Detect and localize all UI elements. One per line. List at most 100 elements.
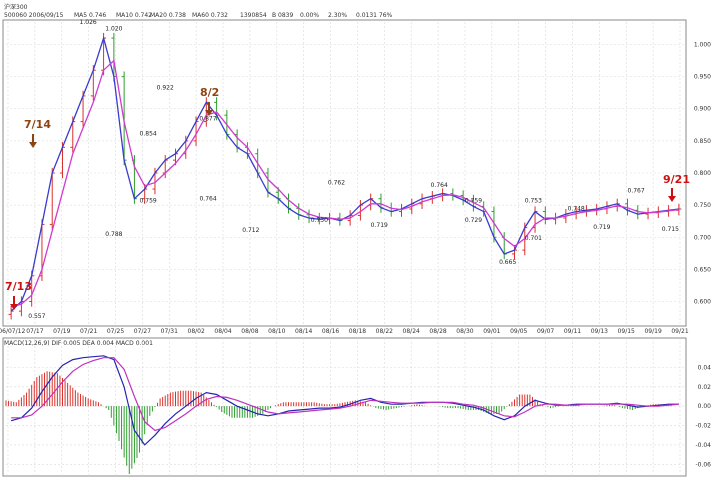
price-extreme-label: 0.719 [371, 222, 388, 229]
callout-arrow-head [29, 142, 37, 148]
ma-line-ma5 [10, 35, 679, 312]
x-tick-label: 07/19 [53, 328, 70, 335]
x-tick-label: 08/30 [456, 328, 473, 335]
price-extreme-label: 0.730 [311, 217, 328, 224]
price-extreme-label: 0.759 [465, 198, 482, 205]
x-tick-label: 08/18 [349, 328, 366, 335]
x-tick-label: 08/28 [429, 328, 446, 335]
x-tick-label: 09/05 [510, 328, 527, 335]
x-tick-label: 08/14 [295, 328, 312, 335]
price-extreme-label: 0.762 [328, 180, 345, 187]
date-callouts: 7/13 7/14 8/2 9/21 [5, 86, 690, 310]
macd-y-tick-label: -0.06 [695, 461, 711, 468]
chart-header-code: 500060 2006/09/15 [4, 12, 64, 19]
y-tick-label: 0.750 [694, 202, 711, 209]
macd-panel-frame [2, 337, 687, 477]
price-grid [6, 22, 684, 324]
chart-header-name: 沪深300 [4, 3, 28, 11]
price-extreme-label: 0.665 [499, 259, 516, 266]
x-tick-label: 08/02 [188, 328, 205, 335]
y-tick-label: 1.000 [694, 41, 711, 48]
y-tick-label: 0.950 [694, 74, 711, 81]
macd-lines [10, 355, 679, 446]
macd-y-axis-ticks: 0.04 0.02 0.00 -0.02 -0.04 -0.06 [695, 364, 711, 468]
price-extreme-label: 0.712 [242, 227, 259, 234]
price-extreme-label: 0.715 [662, 226, 679, 233]
callout-arrow-head [10, 304, 18, 310]
macd-y-tick-label: -0.02 [695, 423, 711, 430]
price-extreme-label: 0.788 [105, 231, 122, 238]
x-tick-label: 08/08 [241, 328, 258, 335]
y-tick-label: 0.700 [694, 234, 711, 241]
x-tick-label: 08/22 [376, 328, 393, 335]
price-extreme-label: 0.759 [140, 198, 157, 205]
macd-y-tick-label: 0.00 [698, 403, 712, 410]
date-callout-label: 7/14 [24, 118, 51, 131]
ma-line-ma10 [10, 59, 679, 308]
callout-arrow-head [205, 110, 213, 116]
price-extreme-label: 1.020 [105, 25, 122, 32]
y-tick-label: 0.900 [694, 106, 711, 113]
price-extreme-label: 0.922 [157, 84, 174, 91]
y-tick-label: 0.600 [694, 299, 711, 306]
x-tick-label: 07/17 [26, 328, 43, 335]
chart-header-ma20: MA20 0.738 [150, 12, 186, 19]
x-tick-label: 09/07 [537, 328, 554, 335]
date-callout-label: 7/13 [5, 280, 32, 293]
price-extreme-label: 0.729 [465, 217, 482, 224]
price-extreme-label: 0.767 [628, 187, 645, 194]
x-tick-label: 08/24 [403, 328, 420, 335]
price-extreme-label: 0.854 [140, 131, 157, 138]
chart-header-ma5: MA5 0.746 [74, 12, 106, 19]
macd-label: MACD(12,26,9) DIF 0.005 DEA 0.004 MACD 0… [4, 340, 153, 347]
price-extreme-label: 0.753 [525, 198, 542, 205]
price-extreme-label: 0.877 [199, 115, 216, 122]
price-extreme-label: 0.764 [199, 196, 216, 203]
x-tick-label: 08/10 [268, 328, 285, 335]
x-tick-label: 2006/07/12 [0, 328, 25, 335]
chart-header-turnover: 0.0131 76% [356, 12, 393, 19]
x-tick-label: 09/13 [591, 328, 608, 335]
date-callout-label: 8/2 [200, 86, 219, 99]
x-tick-label: 09/19 [644, 328, 661, 335]
price-extreme-label: 0.719 [593, 224, 610, 231]
chart-header-amount: B 0839 [272, 12, 293, 19]
price-annotations: 1.026 1.020 0.922 0.877 0.854 0.759 0.788 0.764… [28, 19, 679, 320]
chart-header-ma60: MA60 0.732 [192, 12, 228, 19]
price-extreme-label: 0.701 [525, 235, 542, 242]
macd-y-tick-label: 0.02 [698, 384, 712, 391]
macd-line-dea [11, 357, 679, 432]
x-tick-label: 09/15 [618, 328, 635, 335]
x-tick-label: 09/11 [564, 328, 581, 335]
price-extreme-label: 0.764 [431, 182, 448, 189]
price-panel-frame [2, 19, 687, 327]
price-extreme-label: 0.748 [568, 205, 585, 212]
date-callout-label: 9/21 [663, 173, 690, 186]
moving-average-lines [10, 35, 679, 312]
y-tick-label: 0.800 [694, 170, 711, 177]
candlestick-series [8, 32, 682, 320]
y-tick-label: 0.650 [694, 266, 711, 273]
price-extreme-label: 0.557 [28, 313, 45, 320]
macd-y-tick-label: 0.04 [698, 364, 712, 371]
chart-header-amp: 2.30% [328, 12, 347, 19]
x-tick-label: 07/25 [107, 328, 124, 335]
x-tick-label: 08/04 [214, 328, 231, 335]
macd-line-dif [10, 355, 679, 446]
price-extreme-label: 1.026 [80, 19, 97, 26]
x-tick-label: 09/21 [671, 328, 688, 335]
chart-header-chg: 0.00% [300, 12, 319, 19]
x-tick-label: 08/16 [322, 328, 339, 335]
chart-header-ma10: MA10 0.742 [116, 12, 152, 19]
chart-header-volume: 1390854 [240, 12, 267, 19]
callout-arrow-head [668, 196, 676, 202]
macd-y-tick-label: -0.04 [695, 442, 711, 449]
x-tick-label: 07/27 [134, 328, 151, 335]
y-tick-label: 0.850 [694, 138, 711, 145]
y-axis-ticks: 0.600 0.650 0.700 0.750 0.800 0.850 0.900 0.950… [694, 41, 711, 305]
x-tick-label: 07/31 [161, 328, 178, 335]
x-tick-label: 09/01 [483, 328, 500, 335]
x-tick-label: 07/21 [80, 328, 97, 335]
